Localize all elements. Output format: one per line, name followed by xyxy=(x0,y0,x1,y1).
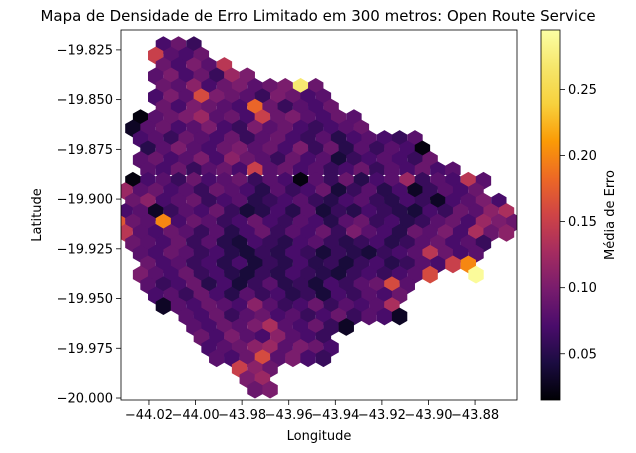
hex-cell xyxy=(445,255,461,274)
hex-cell xyxy=(422,265,438,284)
x-tick-label: −44.02 xyxy=(125,408,173,423)
colorbar-tick-label: 0.25 xyxy=(568,83,597,98)
x-tick-label: −43.94 xyxy=(311,408,359,423)
hexbin-cells xyxy=(121,36,517,399)
x-tick-label: −43.88 xyxy=(451,408,499,423)
hex-cell xyxy=(209,349,225,368)
hex-cell xyxy=(376,307,393,326)
colorbar-ticks: 0.05 0.10 0.15 0.20 0.25 xyxy=(560,83,597,362)
hex-cell xyxy=(155,297,172,315)
hex-cell xyxy=(498,224,515,242)
y-tick-label: −19.925 xyxy=(57,242,113,257)
colorbar-tick-label: 0.15 xyxy=(568,215,597,230)
y-tick-label: −19.875 xyxy=(57,143,113,158)
colorbar-tick-label: 0.10 xyxy=(568,281,597,296)
x-tick-label: −44.00 xyxy=(171,408,219,423)
hex-cell xyxy=(262,380,278,399)
y-tick-label: −19.825 xyxy=(57,43,113,58)
colorbar-gradient xyxy=(541,30,560,400)
x-tick-label: −43.92 xyxy=(358,408,406,423)
hex-cell xyxy=(285,349,301,368)
y-axis-ticks: −19.825 −19.850 −19.875 −19.900 −19.925 −19.9… xyxy=(57,43,121,407)
y-tick-label: −19.900 xyxy=(57,193,113,208)
y-axis-label: Latitude xyxy=(30,188,45,242)
plot-frame xyxy=(120,29,518,401)
hex-cell xyxy=(391,307,408,326)
y-tick-label: −19.975 xyxy=(57,342,113,357)
y-tick-label: −19.950 xyxy=(57,292,113,307)
hex-cell xyxy=(338,318,354,336)
x-tick-label: −43.98 xyxy=(218,408,266,423)
x-axis-ticks: −44.02−44.00−43.98−43.96−43.94−43.92−43.… xyxy=(125,400,499,423)
colorbar-frame xyxy=(540,29,561,401)
y-tick-label: −20.000 xyxy=(57,392,113,407)
x-axis-label: Longitude xyxy=(287,429,352,444)
y-tick-label: −19.850 xyxy=(57,93,113,108)
hex-cell xyxy=(300,349,316,368)
hex-cell xyxy=(247,380,263,399)
chart-title: Mapa de Densidade de Erro Limitado em 30… xyxy=(40,7,595,25)
colorbar-label: Média de Erro xyxy=(603,170,618,260)
x-tick-label: −43.90 xyxy=(404,408,452,423)
colorbar-tick-label: 0.20 xyxy=(568,149,597,164)
colorbar-tick-label: 0.05 xyxy=(568,347,597,362)
hex-cell xyxy=(361,307,377,326)
hex-cell xyxy=(315,349,332,368)
x-tick-label: −43.96 xyxy=(265,408,313,423)
hex-cell xyxy=(468,265,484,284)
